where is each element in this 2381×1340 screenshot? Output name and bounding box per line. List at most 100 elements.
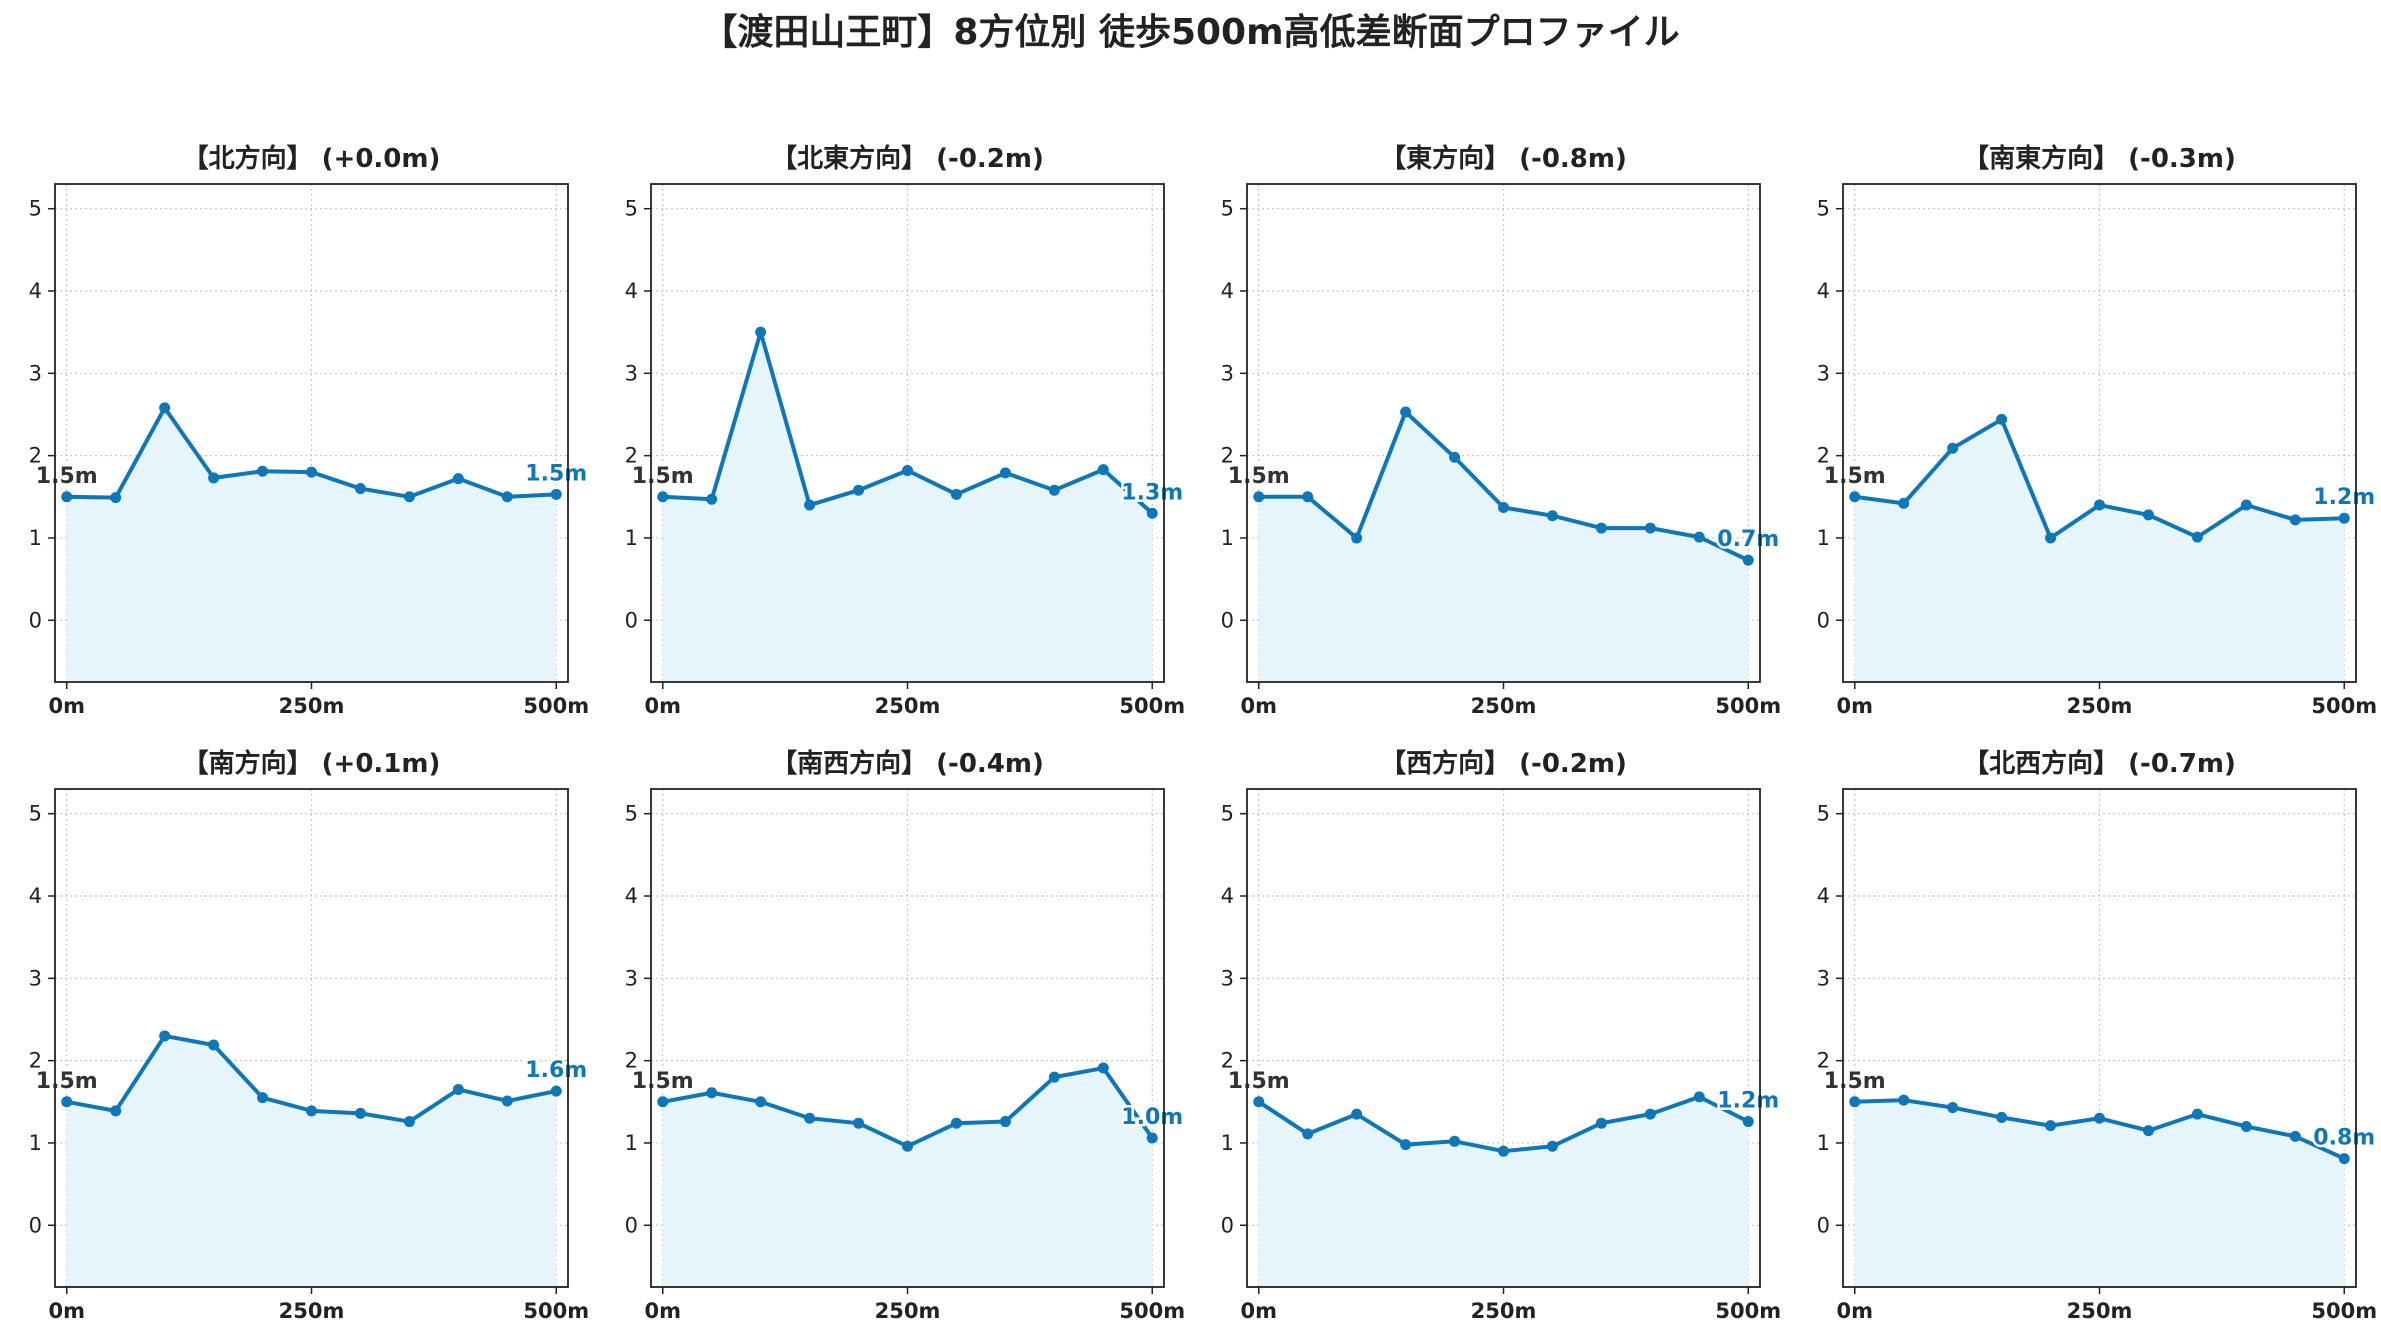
start-elevation-label: 1.5m <box>1228 464 1290 489</box>
data-point <box>354 1107 366 1119</box>
data-point <box>950 488 962 500</box>
subplot-title: 【南方向】 (+0.1m) <box>183 748 441 779</box>
area-fill <box>662 1068 1153 1287</box>
subplot-title: 【北方向】 (+0.0m) <box>183 143 441 174</box>
y-tick-label: 5 <box>1817 197 1830 221</box>
y-tick-label: 2 <box>1817 1049 1830 1073</box>
subplot-4: 【南東方向】 (-0.3m) 0 1 2 3 4 5 0m 250m 500m 1.5m 1.2m <box>1817 143 2378 718</box>
x-tick-label: 0m <box>48 1299 85 1323</box>
data-point <box>501 491 513 503</box>
data-point <box>452 1083 464 1095</box>
y-tick-label: 0 <box>1817 608 1830 632</box>
plot-frame <box>1246 788 1761 1288</box>
data-point <box>1048 1071 1060 1083</box>
end-elevation-label: 1.5m <box>525 461 587 486</box>
data-point <box>1742 554 1754 566</box>
y-tick-label: 3 <box>29 966 42 990</box>
data-point <box>61 491 73 503</box>
figure-title: 【渡田山王町】8方位別 徒歩500m高低差断面プロファイル <box>701 12 1680 53</box>
y-tick-label: 4 <box>29 279 42 303</box>
data-point <box>403 491 415 503</box>
data-point <box>1898 497 1910 509</box>
x-tick-label: 0m <box>1836 694 1873 718</box>
subplot-5: 【南方向】 (+0.1m) 0 1 2 3 4 5 0m 250m 500m 1.5m 1.6m <box>29 748 590 1323</box>
start-elevation-label: 1.5m <box>36 1069 98 1094</box>
y-tick-label: 2 <box>625 1049 638 1073</box>
area-fill <box>66 407 557 682</box>
data-point <box>1546 1140 1558 1152</box>
y-tick-label: 0 <box>29 608 42 632</box>
data-point <box>208 1039 220 1051</box>
data-point <box>853 1117 865 1129</box>
y-tick-label: 0 <box>29 1213 42 1237</box>
data-point <box>999 1116 1011 1128</box>
subplot-1: 【北方向】 (+0.0m) 0 1 2 3 4 5 0m 250m 500m 1.5m 1.5m <box>29 143 590 718</box>
data-point <box>257 1092 269 1104</box>
y-tick-label: 2 <box>29 1049 42 1073</box>
plot-frame <box>54 183 569 683</box>
data-point <box>2289 1130 2301 1142</box>
data-point <box>2094 499 2105 511</box>
plot-frame <box>1246 183 1761 683</box>
data-point <box>306 1105 317 1117</box>
y-tick-label: 5 <box>29 802 42 826</box>
plot-frame <box>1842 183 2357 683</box>
data-point <box>452 473 464 485</box>
area-fill <box>1258 1096 1749 1287</box>
x-tick-label: 500m <box>2311 694 2377 718</box>
plot-frame <box>650 788 1165 1288</box>
data-point <box>110 1105 122 1117</box>
y-tick-label: 2 <box>29 444 42 468</box>
plot-frame <box>1842 788 2357 1288</box>
y-tick-label: 3 <box>1817 966 1830 990</box>
data-point <box>2191 531 2203 543</box>
end-elevation-label: 1.3m <box>1121 480 1183 505</box>
y-tick-label: 2 <box>625 444 638 468</box>
data-point <box>1302 491 1314 503</box>
data-point <box>804 499 816 511</box>
data-point <box>1146 507 1158 519</box>
data-point <box>1849 491 1861 503</box>
data-point <box>61 1096 73 1108</box>
y-tick-label: 5 <box>1221 802 1234 826</box>
y-tick-label: 4 <box>1221 884 1234 908</box>
data-point <box>354 483 366 495</box>
y-tick-label: 1 <box>1817 1131 1830 1155</box>
data-point <box>657 1096 669 1108</box>
start-elevation-label: 1.5m <box>1824 1069 1886 1094</box>
data-point <box>902 1140 913 1152</box>
end-elevation-label: 1.6m <box>525 1058 587 1083</box>
data-point <box>1693 531 1705 543</box>
y-tick-label: 0 <box>1817 1213 1830 1237</box>
y-tick-label: 0 <box>1221 608 1234 632</box>
data-point <box>1742 1116 1754 1128</box>
x-tick-label: 0m <box>644 694 681 718</box>
subplot-title: 【北西方向】 (-0.7m) <box>1963 748 2236 779</box>
data-point <box>706 1087 718 1099</box>
y-tick-label: 5 <box>29 197 42 221</box>
y-tick-label: 1 <box>625 1131 638 1155</box>
start-elevation-label: 1.5m <box>36 464 98 489</box>
x-tick-label: 250m <box>875 1299 941 1323</box>
subplot-title: 【北東方向】 (-0.2m) <box>771 143 1044 174</box>
y-tick-label: 4 <box>29 884 42 908</box>
area-fill <box>1258 412 1749 682</box>
data-point <box>1898 1094 1910 1106</box>
data-point <box>2045 532 2057 544</box>
data-point <box>1253 1096 1265 1108</box>
data-point <box>853 484 865 496</box>
start-elevation-label: 1.5m <box>632 464 694 489</box>
data-point <box>1048 484 1060 496</box>
x-tick-label: 250m <box>2067 694 2133 718</box>
area-fill <box>1854 419 2345 682</box>
y-tick-label: 3 <box>29 361 42 385</box>
y-tick-label: 4 <box>625 279 638 303</box>
subplot-title: 【東方向】 (-0.8m) <box>1380 143 1627 174</box>
x-tick-label: 500m <box>523 1299 589 1323</box>
end-elevation-label: 1.2m <box>1717 1089 1779 1114</box>
data-point <box>2338 512 2350 524</box>
data-point <box>1849 1096 1861 1108</box>
data-point <box>2338 1153 2350 1165</box>
data-point <box>1693 1091 1705 1103</box>
